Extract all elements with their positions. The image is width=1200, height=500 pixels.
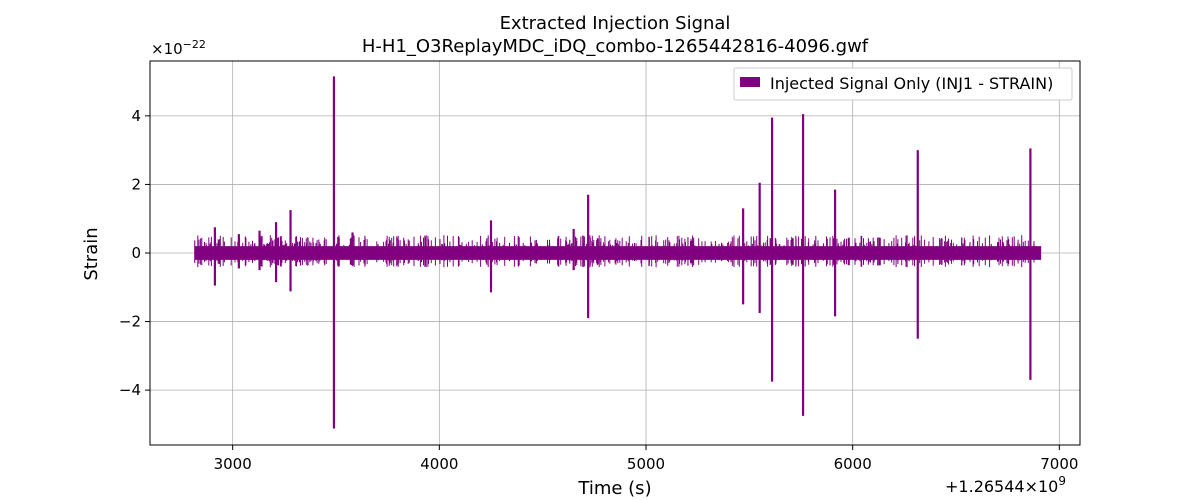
y-scale-label: ×10−22 <box>151 38 206 58</box>
x-tick-label: 7000 <box>1040 455 1078 473</box>
legend: Injected Signal Only (INJ1 - STRAIN) <box>733 67 1073 101</box>
tick-layer: 3000 4000 5000 6000 7000 −4 −2 0 2 4 <box>119 107 1079 473</box>
x-tick-label: 4000 <box>420 455 458 473</box>
y-axis-label: Strain <box>81 227 102 280</box>
signal-texture <box>194 235 1035 268</box>
x-offset-label: +1.26544×109 <box>945 474 1066 496</box>
y-tick-label: −2 <box>119 313 141 331</box>
chart-subtitle: H-H1_O3ReplayMDC_iDQ_combo-1265442816-40… <box>362 36 869 57</box>
chart-title: Extracted Injection Signal <box>500 13 731 34</box>
y-tick-label: 4 <box>131 107 141 125</box>
legend-box <box>733 67 1073 101</box>
x-tick-label: 5000 <box>627 455 665 473</box>
y-tick-label: 2 <box>131 175 141 193</box>
data-layer <box>194 76 1042 429</box>
x-tick-label: 6000 <box>834 455 872 473</box>
x-axis-label: Time (s) <box>577 478 651 499</box>
legend-swatch <box>740 77 760 87</box>
y-tick-label: 0 <box>131 244 141 262</box>
y-tick-label: −4 <box>119 381 141 399</box>
x-tick-label: 3000 <box>214 455 252 473</box>
legend-label: Injected Signal Only (INJ1 - STRAIN) <box>770 74 1053 93</box>
